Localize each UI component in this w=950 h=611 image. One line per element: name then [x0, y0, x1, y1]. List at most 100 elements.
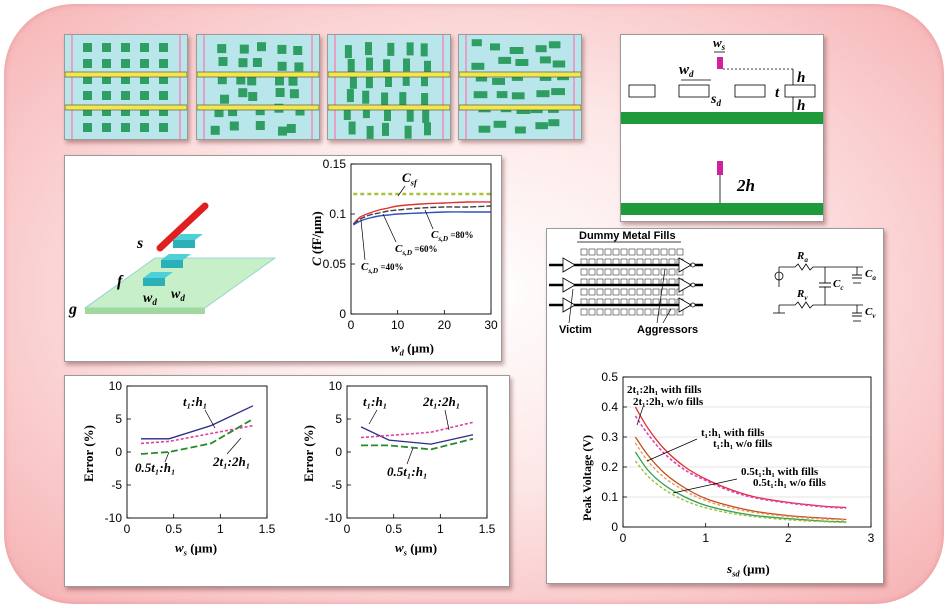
- fill-square: [248, 92, 258, 101]
- fill-square: [83, 107, 92, 116]
- series-line-4: [352, 211, 491, 226]
- ws-label: ws: [713, 35, 726, 52]
- fill-square: [159, 75, 168, 84]
- fill-square: [247, 76, 257, 86]
- receiver-2: [678, 277, 692, 293]
- fill-square: [293, 46, 303, 55]
- fill-square: [257, 42, 266, 52]
- dummy-fill-cell: [596, 288, 604, 296]
- fill-square: [422, 110, 430, 123]
- ra-resistor: [779, 263, 863, 271]
- dummy-fill-cell: [660, 288, 668, 296]
- dummy-fill-cell: [620, 308, 628, 316]
- dummy-fill-cell: [612, 268, 620, 276]
- error-series-3: [140, 418, 254, 455]
- plot-frame: [350, 163, 492, 315]
- legend-arrow-1: [368, 409, 378, 425]
- fill-square: [83, 91, 92, 100]
- y-tick-label: 0.1: [329, 207, 346, 221]
- legend-arrow-2: [164, 451, 170, 463]
- driver-3: [562, 297, 576, 313]
- fill-block-2: [678, 84, 710, 98]
- victim-label: Victim: [559, 324, 592, 336]
- y-tick-label: 5: [335, 412, 342, 426]
- h-label-bottom: h: [797, 98, 805, 114]
- fill-square: [471, 62, 485, 70]
- dummy-fill-cell: [628, 248, 636, 256]
- dummy-fill-cell: [588, 248, 596, 256]
- dummy-fill-cell: [596, 248, 604, 256]
- fill-square: [102, 123, 111, 132]
- ground-plane-bottom: [621, 203, 823, 215]
- dummy-fill-cell: [628, 268, 636, 276]
- signal-line-upper: [65, 71, 187, 78]
- crosstalk-panel: Dummy Metal Fills Victim Aggressors Ra Rv Cc C…: [546, 228, 884, 584]
- fill-square: [218, 57, 228, 66]
- x-tick-label: 3: [868, 531, 875, 545]
- fill-square: [288, 76, 298, 86]
- fill-block-1: [628, 84, 656, 98]
- fill-square: [83, 75, 92, 84]
- dummy-fill-cell: [604, 268, 612, 276]
- dummy-fill-cell: [652, 248, 660, 256]
- y-axis-title: C (fF/μm): [309, 211, 324, 266]
- dummy-fill-cell: [620, 248, 628, 256]
- plot-frame: [622, 376, 872, 528]
- fill-square: [548, 41, 561, 49]
- fill-square: [362, 90, 370, 104]
- y-tick-label: 0: [115, 445, 122, 459]
- s-label: s: [136, 235, 143, 252]
- peak-legend-5: 0.5t₁:h₁ with fills: [741, 466, 819, 478]
- y-tick-label: 0.4: [601, 400, 618, 414]
- legend-arrow-2: [444, 409, 450, 431]
- fill-square: [229, 121, 239, 131]
- dummy-fill-cell: [644, 288, 652, 296]
- fill-square: [289, 89, 299, 99]
- y-tick-label: -10: [105, 511, 123, 525]
- fill-square: [217, 75, 227, 85]
- cs-annotation-2: Cs,D =60%: [395, 243, 437, 257]
- series-line-3: [352, 205, 492, 225]
- fill-square: [362, 105, 370, 119]
- fill-square: [102, 107, 111, 116]
- x-tick-label: 0: [124, 522, 131, 536]
- fill-square: [252, 58, 262, 67]
- fill-square: [382, 122, 389, 136]
- peak-arrow-3: [672, 478, 738, 494]
- fill-square: [424, 60, 431, 74]
- fill-square: [294, 62, 304, 72]
- rv-label: Rv: [796, 288, 808, 302]
- peak-arrow-2: [646, 438, 698, 462]
- fill-square: [551, 88, 566, 96]
- x-tick-label: 2: [785, 531, 792, 545]
- y-tick-label: 0.5: [601, 370, 618, 384]
- dummy-fill-cell: [588, 308, 596, 316]
- dummy-fill-cell: [644, 308, 652, 316]
- y-tick-label: 0.05: [323, 257, 347, 271]
- t-label: t: [775, 85, 780, 101]
- y-axis-title: Error (%): [81, 425, 96, 482]
- fill-square: [255, 106, 265, 116]
- x-tick-label: 0: [348, 318, 355, 332]
- fill-square: [277, 44, 287, 54]
- peak-series-6: [634, 460, 847, 524]
- fill-square: [492, 77, 506, 85]
- legend-arrow-1: [204, 409, 216, 429]
- x-tick-label: 1.5: [479, 522, 496, 536]
- x-tick-label: 1.5: [259, 522, 276, 536]
- fill-square: [140, 91, 149, 100]
- fill-square: [236, 75, 246, 85]
- fill-square: [239, 44, 249, 54]
- peak-legend-4: t₁:h₁ w/o fills: [713, 438, 773, 450]
- dummy-fills-label: Dummy Metal Fills: [579, 230, 676, 242]
- dummy-fill-cell: [596, 268, 604, 276]
- fill-square: [402, 72, 410, 86]
- x-tick-label: 1: [217, 522, 224, 536]
- fill-square: [496, 91, 508, 99]
- fill-square: [536, 90, 550, 98]
- receiver-1: [678, 257, 692, 273]
- x-tick-label: 1: [437, 522, 444, 536]
- peak-series-1: [634, 406, 847, 509]
- fill-square: [347, 59, 355, 72]
